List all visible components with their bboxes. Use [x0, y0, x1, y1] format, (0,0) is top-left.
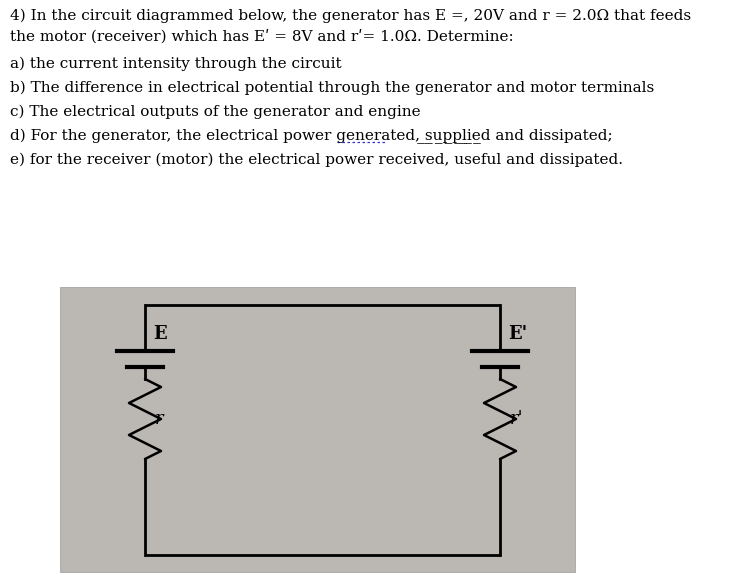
Text: d) For the generator, the electrical power generated, ̲s̲u̲p̲p̲l̲i̲e̲d and dissi: d) For the generator, the electrical pow… — [10, 129, 613, 144]
Text: E: E — [153, 325, 167, 343]
Text: the motor (receiver) which has Eʹ = 8V and rʹ= 1.0Ω. Determine:: the motor (receiver) which has Eʹ = 8V a… — [10, 29, 514, 43]
Text: c) The electrical outputs of the generator and engine: c) The electrical outputs of the generat… — [10, 105, 421, 119]
Bar — [60, 287, 575, 572]
Text: e) for the receiver (motor) the electrical power received, useful and dissipated: e) for the receiver (motor) the electric… — [10, 153, 623, 167]
Text: E': E' — [508, 325, 527, 343]
Text: b) The difference in electrical potential through the generator and motor termin: b) The difference in electrical potentia… — [10, 81, 654, 95]
Text: a) the current intensity through the circuit: a) the current intensity through the cir… — [10, 57, 342, 72]
Text: r: r — [155, 410, 164, 428]
Text: r': r' — [510, 410, 523, 428]
Text: 4) In the circuit diagrammed below, the generator has E =, 20V and r = 2.0Ω that: 4) In the circuit diagrammed below, the … — [10, 9, 691, 24]
